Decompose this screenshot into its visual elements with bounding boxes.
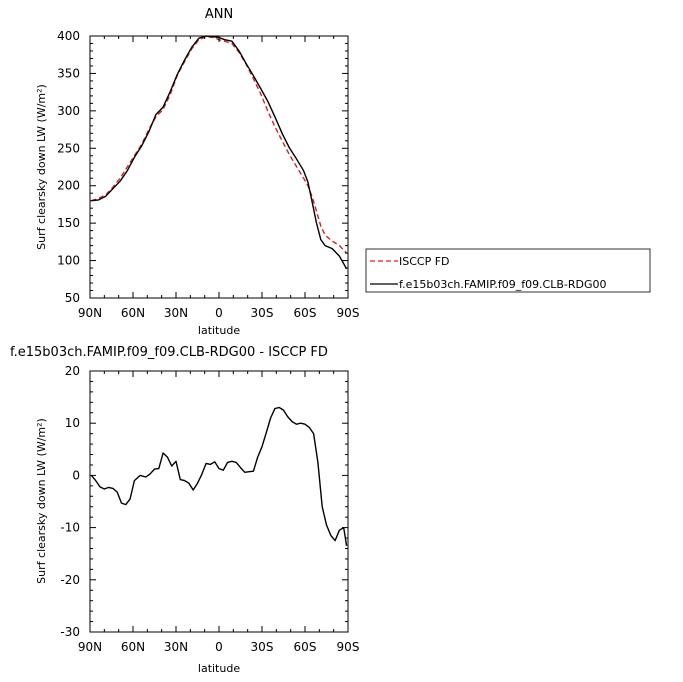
x-tick-label: 30S bbox=[251, 640, 274, 654]
legend: ISCCP FD f.e15b03ch.FAMIP.f09_f09.CLB-RD… bbox=[365, 248, 651, 293]
top-series-line-0 bbox=[91, 36, 348, 254]
bottom-plot-y-axis: -30 -20 -10 0 10 20 bbox=[60, 364, 348, 639]
x-tick-label: 30S bbox=[251, 306, 274, 320]
y-tick-label: 300 bbox=[57, 104, 80, 118]
x-tick-label: 90N bbox=[78, 306, 102, 320]
top-plot-title: ANN bbox=[205, 7, 233, 22]
y-tick-label: 400 bbox=[57, 29, 80, 43]
top-plot-xlabel: latitude bbox=[198, 324, 240, 337]
y-tick-label: -10 bbox=[60, 521, 80, 535]
bottom-plot-xlabel: latitude bbox=[198, 662, 240, 675]
bottom-series-line-0 bbox=[90, 406, 348, 547]
legend-box bbox=[365, 248, 651, 293]
y-tick-label: 100 bbox=[57, 254, 80, 268]
x-tick-label: 0 bbox=[215, 306, 223, 320]
y-tick-label: 250 bbox=[57, 141, 80, 155]
bottom-plot: f.e15b03ch.FAMIP.f09_f09.CLB-RDG00 - ISC… bbox=[10, 345, 359, 675]
top-series-line-1 bbox=[91, 35, 348, 270]
y-tick-label: 0 bbox=[72, 468, 80, 482]
x-tick-label: 60N bbox=[121, 306, 145, 320]
top-plot-series bbox=[91, 35, 348, 270]
x-tick-label: 60S bbox=[294, 640, 317, 654]
bottom-plot-title: f.e15b03ch.FAMIP.f09_f09.CLB-RDG00 - ISC… bbox=[10, 345, 328, 360]
top-plot: ANN 50 100 150 200 250 300 350 400 90N 60N 30N 0 30… bbox=[35, 7, 359, 337]
x-tick-label: 0 bbox=[215, 640, 223, 654]
y-tick-label: 350 bbox=[57, 66, 80, 80]
x-tick-label: 90S bbox=[337, 306, 360, 320]
bottom-plot-x-axis: 90N 60N 30N 0 30S 60S 90S bbox=[78, 371, 360, 654]
legend-label-isccp: ISCCP FD bbox=[399, 255, 450, 268]
x-tick-label: 30N bbox=[164, 306, 188, 320]
y-tick-label: 150 bbox=[57, 216, 80, 230]
y-tick-label: -30 bbox=[60, 625, 80, 639]
x-tick-label: 60N bbox=[121, 640, 145, 654]
x-tick-label: 60S bbox=[294, 306, 317, 320]
x-tick-label: 90S bbox=[337, 640, 360, 654]
x-tick-label: 30N bbox=[164, 640, 188, 654]
x-tick-label: 90N bbox=[78, 640, 102, 654]
y-tick-label: 50 bbox=[65, 291, 80, 305]
top-plot-y-axis: 50 100 150 200 250 300 350 400 bbox=[57, 29, 348, 305]
top-plot-x-axis: 90N 60N 30N 0 30S 60S 90S bbox=[78, 36, 360, 320]
y-tick-label: 200 bbox=[57, 179, 80, 193]
y-tick-label: -20 bbox=[60, 573, 80, 587]
legend-label-model: f.e15b03ch.FAMIP.f09_f09.CLB-RDG00 bbox=[399, 278, 607, 291]
y-tick-label: 10 bbox=[65, 416, 80, 430]
bottom-plot-ylabel: Surf clearsky down LW (W/m²) bbox=[35, 418, 48, 584]
top-plot-ylabel: Surf clearsky down LW (W/m²) bbox=[35, 84, 48, 250]
bottom-plot-series bbox=[90, 406, 348, 547]
y-tick-label: 20 bbox=[65, 364, 80, 378]
